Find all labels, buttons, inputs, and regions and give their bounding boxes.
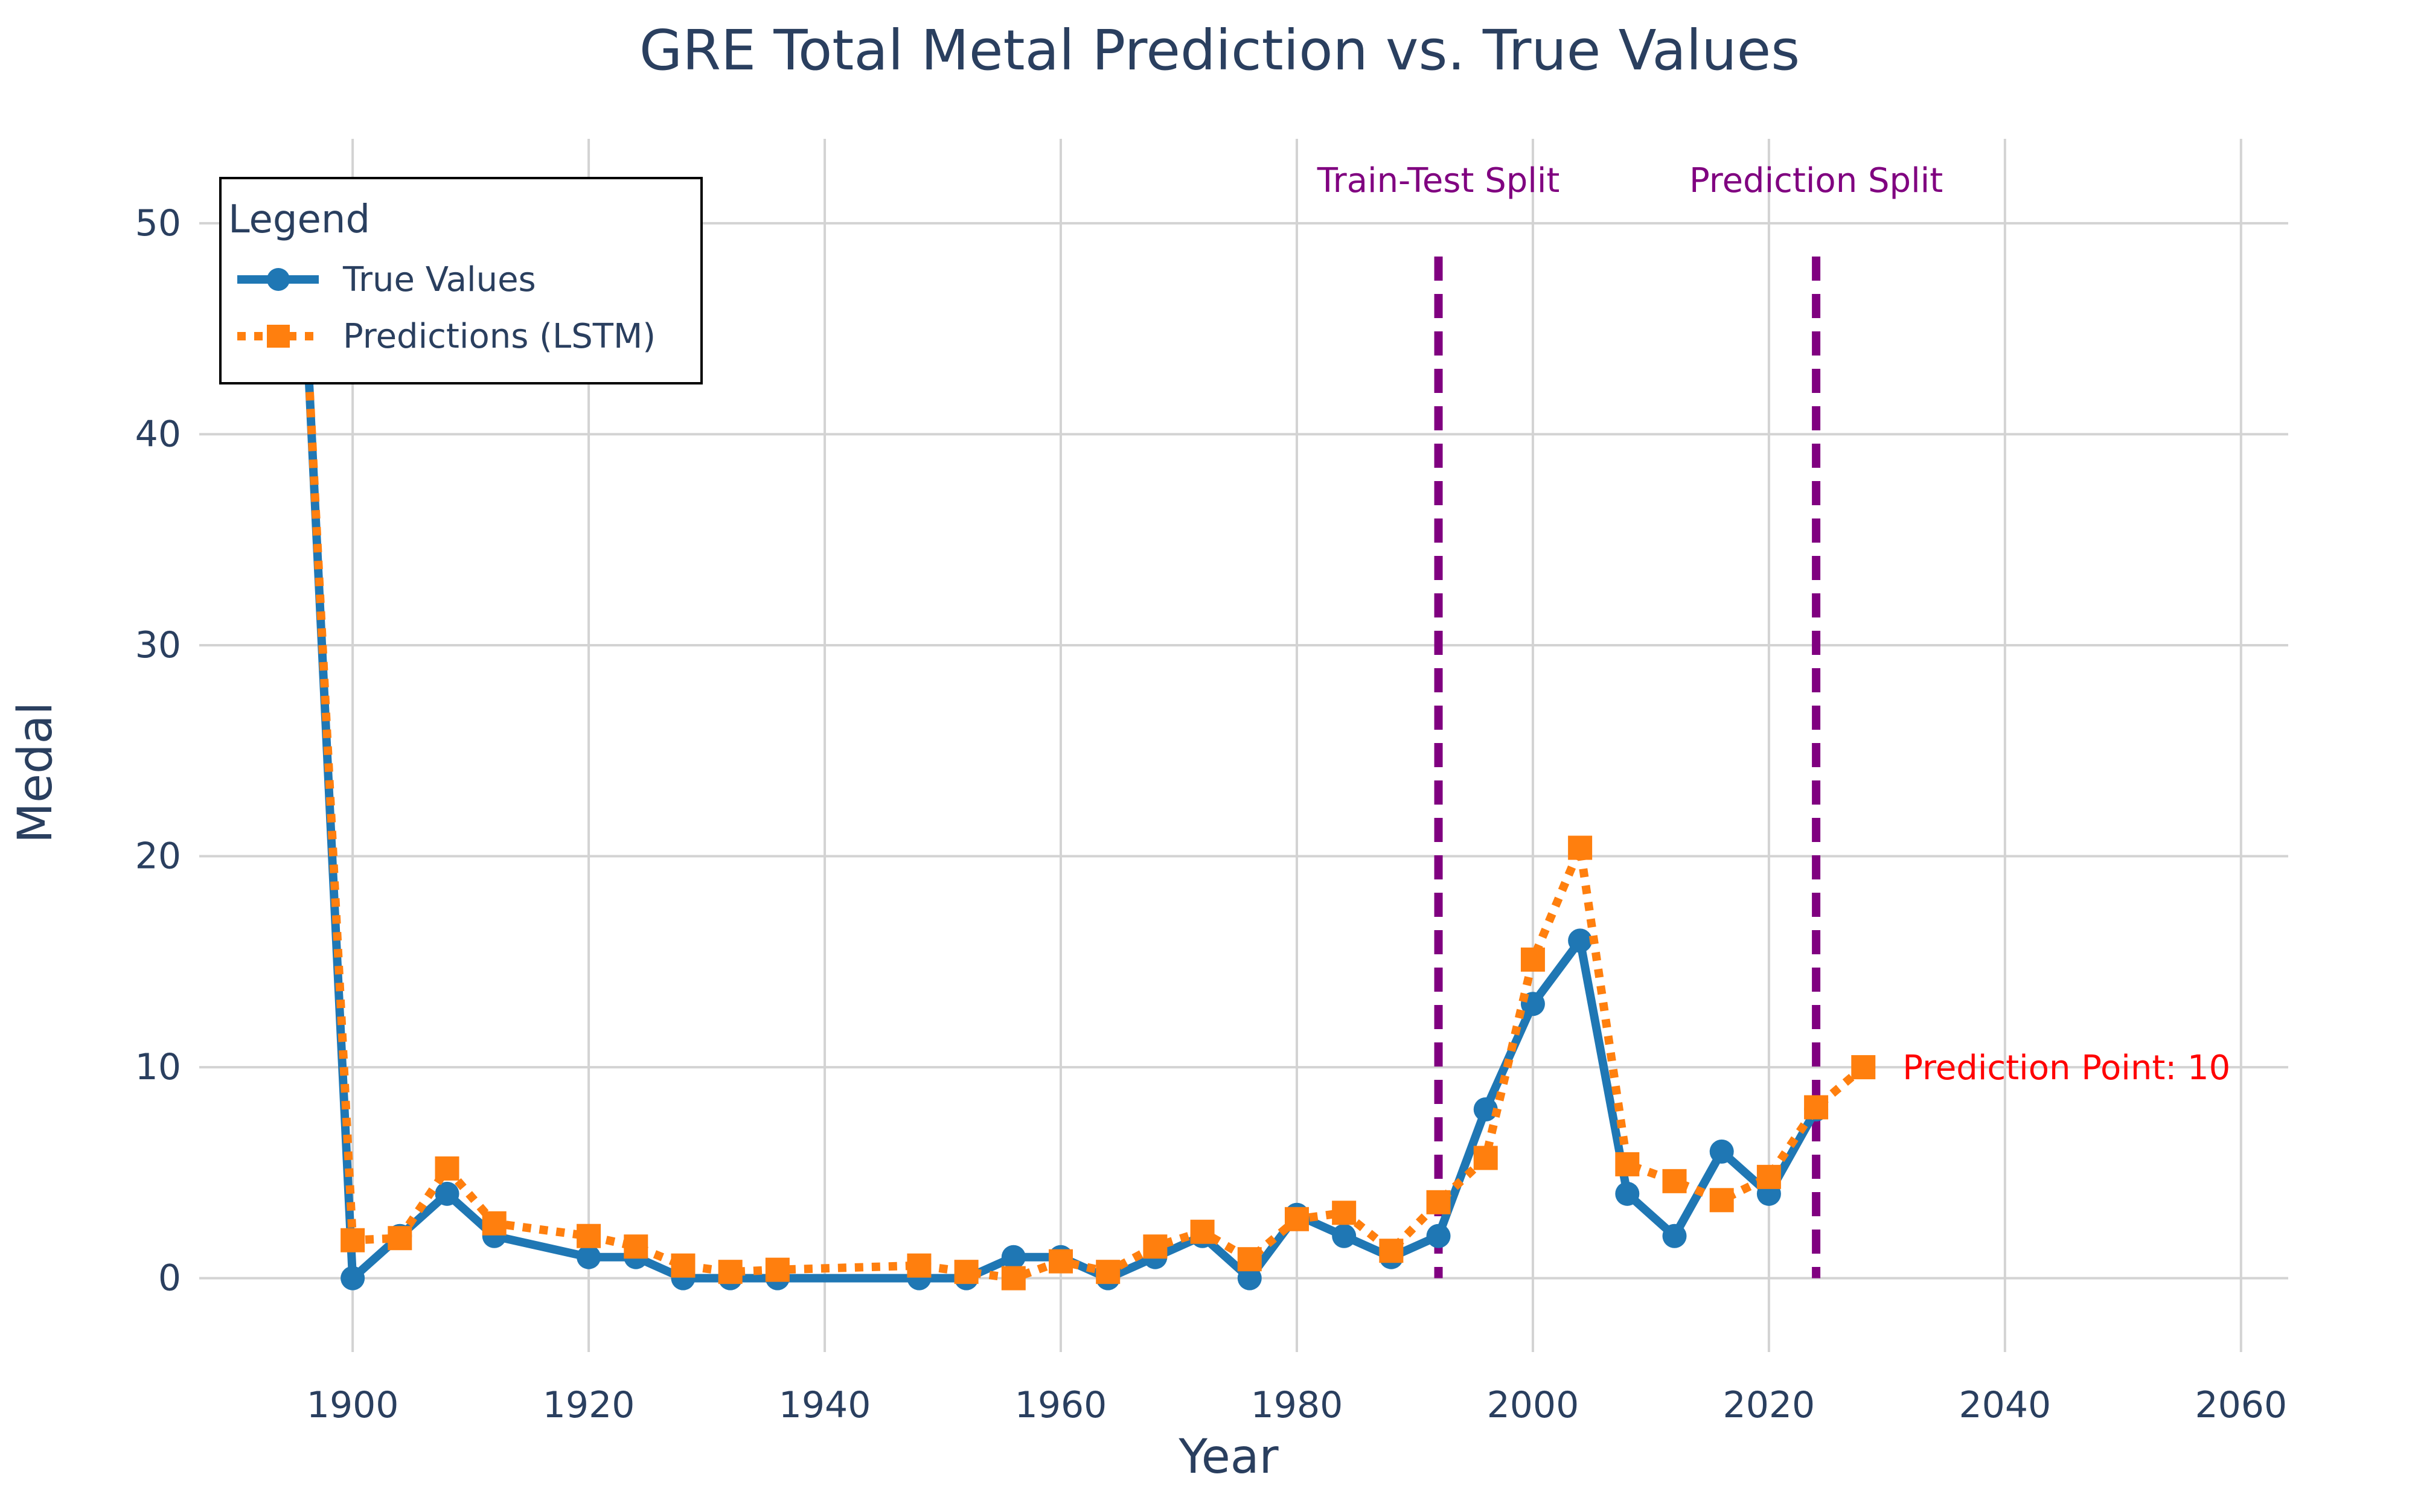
prediction-point [1332,1201,1357,1225]
prediction-point [954,1260,979,1284]
y-tick-label: 0 [158,1257,181,1300]
x-axis-label: Year [1178,1430,1279,1484]
x-tick-label: 1960 [1015,1384,1107,1426]
prediction-point [1709,1188,1734,1213]
true-value-point [341,1266,365,1290]
prediction-point [1662,1169,1687,1193]
prediction-point [718,1260,743,1284]
prediction-point [1520,947,1545,972]
axis-ticks: 0 10 20 30 40 50 1900 1920 1940 1960 1980 2000 2020 2… [135,202,2288,1426]
prediction-point [1143,1234,1168,1259]
legend-entry-predictions: Predictions (LSTM) [343,317,656,356]
prediction-point [624,1234,648,1259]
y-tick-label: 20 [135,835,181,878]
y-tick-label: 40 [135,413,181,455]
legend-pred-marker [267,325,290,348]
x-tick-label: 2000 [1487,1384,1579,1426]
prediction-point [1096,1260,1121,1284]
prediction-point [435,1156,459,1181]
x-tick-label: 1920 [543,1384,635,1426]
predictions-line [301,307,1866,1283]
x-tick-label: 1940 [779,1384,871,1426]
y-tick-label: 50 [135,202,181,244]
y-axis-label: Medal [8,702,63,843]
true-value-point [1426,1223,1451,1248]
true-value-point [1615,1181,1640,1206]
prediction-point [1049,1249,1073,1274]
true-value-point [435,1181,459,1206]
legend-entry-true-values: True Values [342,260,536,299]
legend-true-marker [267,268,290,291]
y-tick-label: 10 [135,1046,181,1088]
prediction-point [671,1253,696,1278]
prediction-point [1851,1055,1876,1080]
legend-title: Legend [228,197,370,242]
prediction-point [1473,1146,1498,1170]
prediction-point [907,1253,932,1278]
split-line-label: Prediction Split [1689,161,1943,200]
legend: Legend True Values Predictions (LSTM) [219,177,703,384]
true-value-point [1568,928,1593,953]
prediction-point [482,1211,507,1236]
x-tick-label: 2040 [1959,1384,2051,1426]
true-value-point [1332,1223,1357,1248]
prediction-point [577,1223,601,1248]
x-tick-label: 2060 [2195,1384,2287,1426]
prediction-point [1190,1219,1215,1244]
prediction-point [1379,1239,1404,1263]
true-values-line [301,307,1820,1283]
chart-title: GRE Total Metal Prediction vs. True Valu… [639,18,1800,83]
x-tick-label: 2020 [1723,1384,1815,1426]
prediction-point [1426,1190,1451,1214]
split-lines: Train-Test Split Prediction Split [1317,161,1943,1278]
prediction-point-annotation: Prediction Point: 10 [1902,1048,2230,1088]
prediction-point [1804,1095,1829,1120]
prediction-point [388,1226,412,1251]
prediction-point [1568,835,1593,860]
prediction-point [765,1257,790,1282]
prediction-point [1001,1266,1026,1290]
prediction-point [1237,1247,1262,1272]
split-line-label: Train-Test Split [1317,161,1560,200]
true-value-point [1001,1245,1026,1269]
x-tick-label: 1900 [307,1384,399,1426]
prediction-point [1284,1207,1309,1231]
y-tick-label: 30 [135,624,181,666]
true-value-point [1709,1139,1734,1164]
true-value-point [1662,1223,1687,1248]
x-tick-label: 1980 [1251,1384,1343,1426]
true-value-point [577,1245,601,1269]
prediction-point [1756,1164,1781,1189]
prediction-point [1615,1152,1640,1176]
prediction-point [341,1228,365,1252]
series [293,295,1876,1290]
true-value-point [1237,1266,1262,1290]
